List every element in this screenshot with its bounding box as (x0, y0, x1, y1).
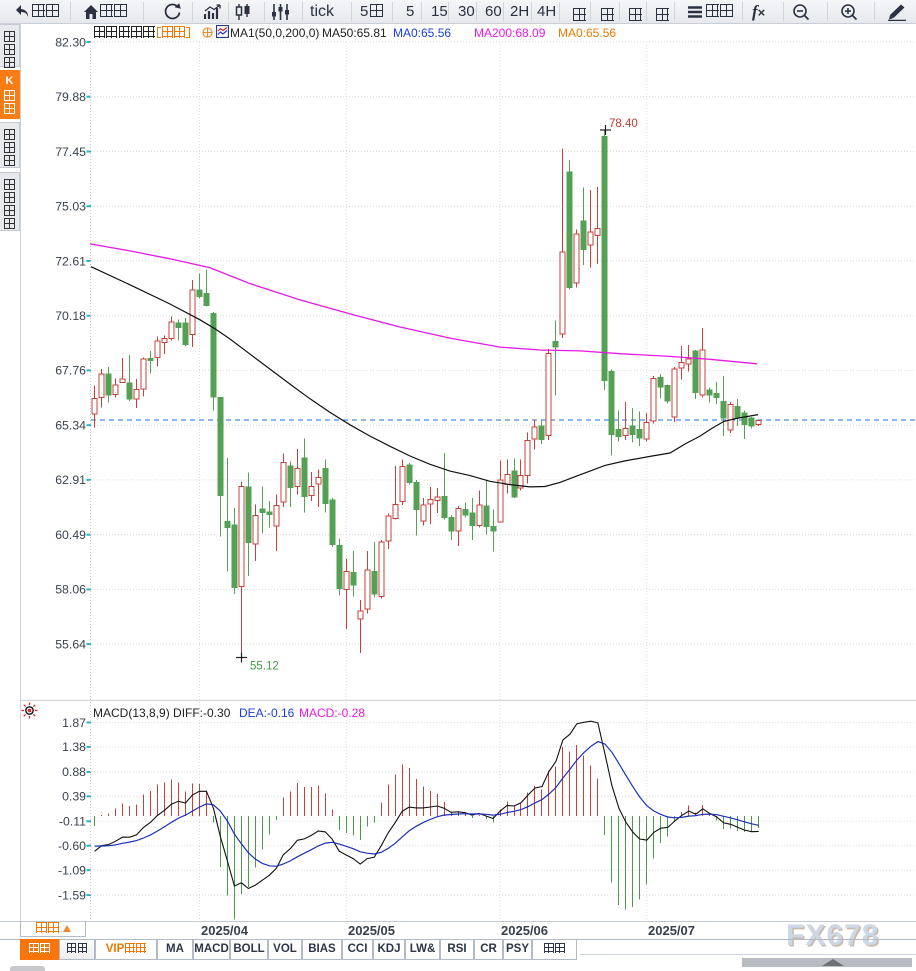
svg-text:-1.59: -1.59 (58, 888, 86, 902)
svg-text:55.64: 55.64 (55, 637, 86, 651)
svg-text:78.40: 78.40 (609, 118, 638, 130)
svg-text:MACD:-0.28: MACD:-0.28 (299, 706, 365, 720)
svg-text:0.39: 0.39 (62, 790, 86, 804)
svg-text:DEA:-0.16: DEA:-0.16 (239, 706, 295, 720)
svg-text:MACD(13,8,9) DIFF:-0.30: MACD(13,8,9) DIFF:-0.30 (93, 706, 231, 720)
svg-text:60.49: 60.49 (55, 528, 86, 542)
svg-text:70.18: 70.18 (55, 309, 86, 323)
svg-text:82.30: 82.30 (55, 35, 86, 49)
svg-text:-0.11: -0.11 (59, 815, 86, 829)
svg-text:-0.60: -0.60 (58, 839, 86, 853)
svg-text:79.88: 79.88 (55, 90, 86, 104)
svg-text:0.88: 0.88 (62, 765, 86, 779)
svg-text:58.06: 58.06 (55, 583, 86, 597)
svg-text:-1.09: -1.09 (58, 864, 86, 878)
svg-text:62.91: 62.91 (55, 473, 86, 487)
svg-text:75.03: 75.03 (55, 200, 86, 214)
svg-text:72.61: 72.61 (55, 254, 86, 268)
svg-text:65.34: 65.34 (55, 419, 86, 433)
svg-text:77.45: 77.45 (55, 145, 86, 159)
svg-text:1.87: 1.87 (62, 716, 86, 730)
svg-text:67.76: 67.76 (55, 364, 86, 378)
svg-text:55.12: 55.12 (250, 661, 279, 673)
svg-text:1.38: 1.38 (62, 740, 86, 754)
